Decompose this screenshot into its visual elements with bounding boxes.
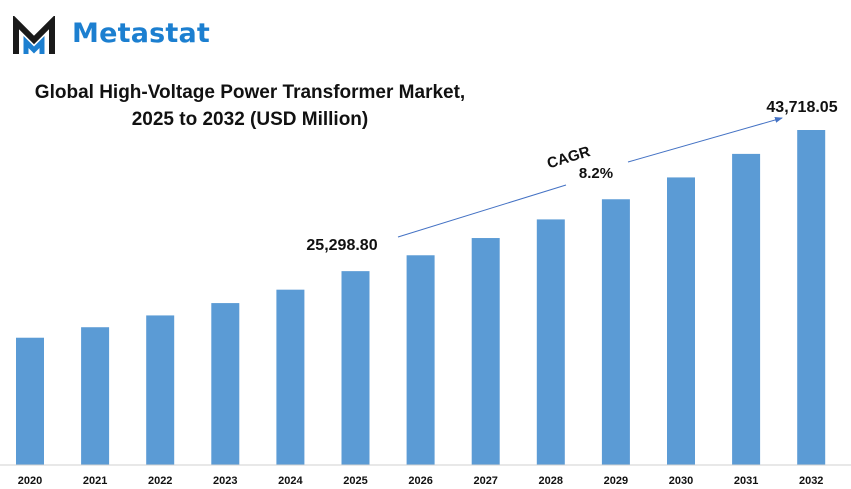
cagr-trend-arrow-1 (397, 184, 567, 238)
bar-2020 (16, 337, 44, 465)
cagr-trend-arrow-2 (627, 117, 783, 163)
chart-title-line2: 2025 to 2032 (USD Million) (131, 109, 369, 130)
bar-2021 (81, 327, 110, 465)
x-tick-label-2027: 2027 (473, 475, 497, 487)
bar-2027 (471, 238, 500, 465)
x-tick-label-2032: 2032 (799, 475, 823, 487)
brand-name-first-letter: M (72, 18, 100, 49)
brand-name-rest: etastat (99, 18, 211, 49)
x-tick-label-2021: 2021 (83, 475, 107, 487)
metastat-logo-icon (13, 16, 55, 54)
x-tick-label-2024: 2024 (278, 475, 303, 487)
x-tick-label-2028: 2028 (539, 475, 563, 487)
x-tick-label-2030: 2030 (669, 475, 693, 487)
bar-2023 (211, 303, 240, 465)
bar-2030 (667, 177, 695, 465)
bar-2031 (732, 153, 761, 465)
end-value-label: 43,718.05 (766, 99, 837, 116)
x-tick-label-2025: 2025 (343, 475, 367, 487)
brand-name: Metastat (72, 18, 210, 49)
x-tick-label-2023: 2023 (213, 475, 237, 487)
x-tick-label-2029: 2029 (604, 475, 628, 487)
start-value-label: 25,298.80 (306, 237, 377, 254)
x-tick-label-2022: 2022 (148, 475, 172, 487)
x-tick-label-2031: 2031 (734, 475, 758, 487)
bar-2028 (536, 219, 565, 465)
bar-2025 (341, 271, 370, 465)
cagr-value-label: 8.2% (579, 165, 613, 182)
bar-2024 (276, 289, 305, 465)
x-tick-label-2026: 2026 (408, 475, 432, 487)
chart-title: Global High-Voltage Power Transformer Ma… (0, 79, 500, 133)
x-tick-label-2020: 2020 (18, 475, 42, 487)
chart-title-line1: Global High-Voltage Power Transformer Ma… (34, 82, 466, 103)
bar-2032 (797, 130, 826, 465)
bar-2026 (406, 255, 435, 465)
bar-2022 (146, 315, 175, 465)
bar-2029 (601, 199, 630, 465)
